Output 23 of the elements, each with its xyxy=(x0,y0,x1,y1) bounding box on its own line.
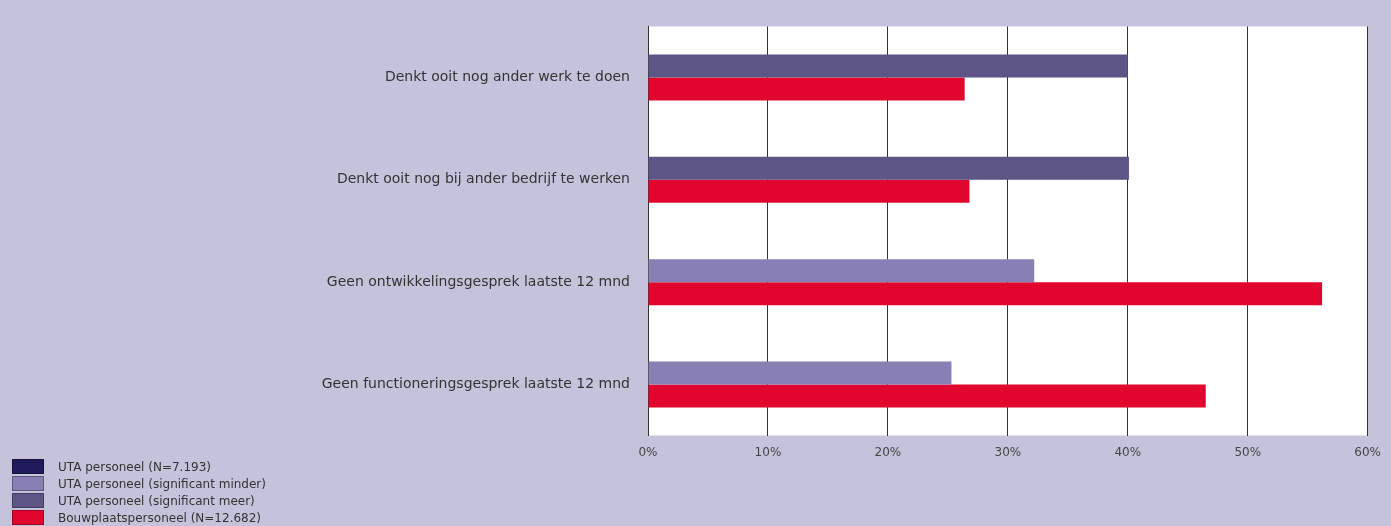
x-tick-label: 10% xyxy=(754,444,782,459)
x-tick-label: 0% xyxy=(638,444,658,459)
x-tick-label: 50% xyxy=(1234,444,1262,459)
bar xyxy=(648,282,1323,306)
y-tick-label: Denkt ooit nog bij ander bedrijf te werken xyxy=(336,170,630,187)
bar xyxy=(648,384,1206,408)
bar xyxy=(648,156,1129,180)
x-tick-label: 60% xyxy=(1354,444,1381,459)
bar xyxy=(648,179,970,203)
y-tick-label: Geen functioneringsgesprek laatste 12 mnd xyxy=(321,375,630,392)
bar xyxy=(648,54,1128,78)
legend-label: UTA personeel (significant meer) xyxy=(58,493,255,508)
legend-label: UTA personeel (significant minder) xyxy=(58,476,266,491)
y-tick-label: Geen ontwikkelingsgesprek laatste 12 mnd xyxy=(326,272,630,289)
legend-label: Bouwplaatspersoneel (N=12.682) xyxy=(58,510,262,525)
bar xyxy=(648,259,1035,283)
bar xyxy=(648,77,965,101)
x-tick-label: 20% xyxy=(874,444,902,459)
bar xyxy=(648,361,952,385)
x-tick-label: 30% xyxy=(994,444,1022,459)
legend-label: UTA personeel (N=7.193) xyxy=(58,459,211,474)
x-tick-label: 40% xyxy=(1114,444,1142,459)
y-tick-label: Denkt ooit nog ander werk te doen xyxy=(384,68,630,85)
